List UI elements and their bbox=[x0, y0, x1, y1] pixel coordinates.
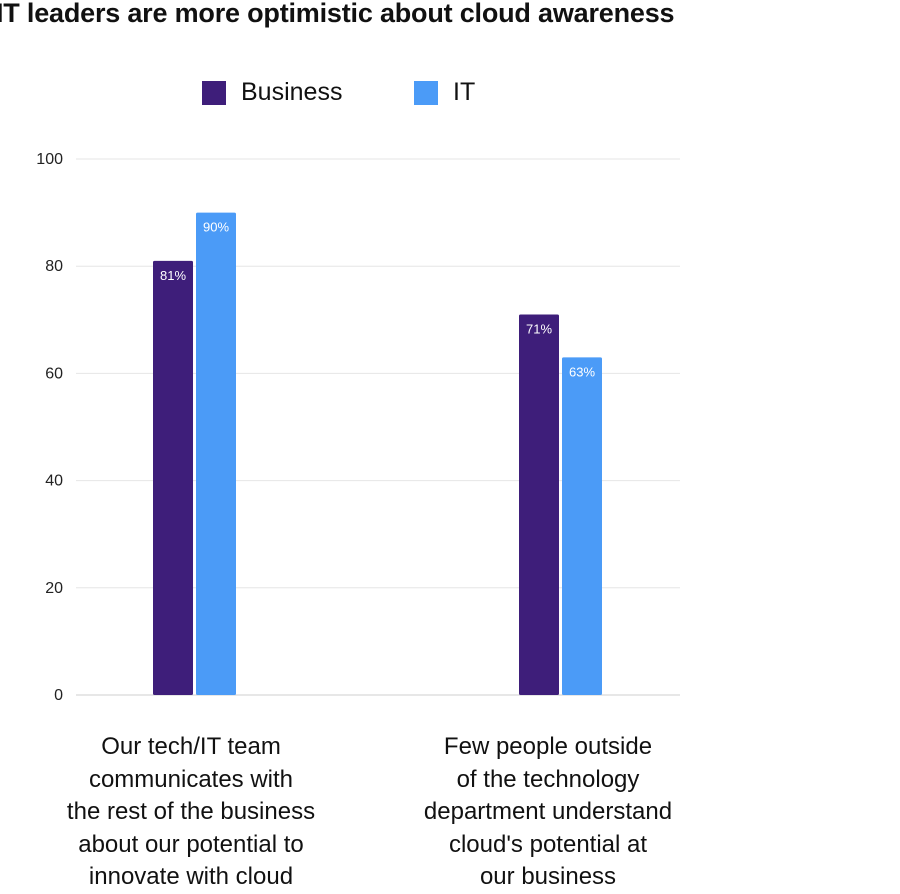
y-tick-label-0: 0 bbox=[54, 687, 63, 704]
category-label-1: Our tech/IT team communicates with the r… bbox=[67, 731, 315, 894]
legend-label-it: IT bbox=[453, 78, 476, 106]
legend-item-it: IT bbox=[414, 78, 475, 107]
bar-it-2 bbox=[562, 357, 602, 695]
category-label-1-line-1: Our tech/IT team bbox=[101, 733, 281, 760]
legend-item-business: Business bbox=[202, 78, 342, 107]
y-tick-label-40: 40 bbox=[45, 473, 63, 490]
category-label-2: Few people outside of the technology dep… bbox=[424, 731, 672, 894]
legend-swatch-business bbox=[202, 80, 226, 105]
bar-business-2 bbox=[519, 314, 559, 695]
category-label-2-line-1: Few people outside bbox=[443, 733, 653, 760]
legend: Business IT bbox=[0, 78, 900, 108]
y-tick-label-20: 20 bbox=[45, 580, 63, 597]
data-label-business-1: 81% bbox=[160, 268, 186, 283]
category-label-2-line-3: department understand bbox=[423, 798, 673, 825]
category-label-2-line-2: of the technology bbox=[456, 765, 640, 793]
bars bbox=[153, 212, 602, 695]
bar-business-1 bbox=[153, 260, 193, 695]
y-axis-ticks: 0 20 40 60 80 100 bbox=[36, 151, 63, 704]
data-labels: 81% 71% 90% 63% bbox=[160, 220, 595, 380]
data-label-it-1: 90% bbox=[203, 220, 229, 235]
y-tick-label-60: 60 bbox=[45, 365, 63, 382]
bar-it-1 bbox=[196, 212, 236, 695]
data-label-it-2: 63% bbox=[569, 364, 595, 379]
category-label-1-line-4: about our potential to bbox=[78, 830, 304, 858]
y-tick-label-100: 100 bbox=[36, 151, 63, 168]
category-label-1-line-3: the rest of the business bbox=[66, 798, 316, 825]
data-label-business-2: 71% bbox=[526, 321, 552, 336]
category-label-2-line-4: cloud's potential at bbox=[448, 830, 648, 858]
category-label-1-line-5: innovate with cloud bbox=[88, 863, 294, 890]
category-label-2-line-5: our business bbox=[479, 863, 617, 890]
legend-swatch-it bbox=[414, 80, 438, 105]
legend-label-business: Business bbox=[241, 78, 343, 106]
category-label-1-line-2: communicates with bbox=[88, 765, 294, 793]
chart-title: IT leaders are more optimistic about clo… bbox=[0, 0, 675, 28]
y-tick-label-80: 80 bbox=[45, 258, 63, 275]
